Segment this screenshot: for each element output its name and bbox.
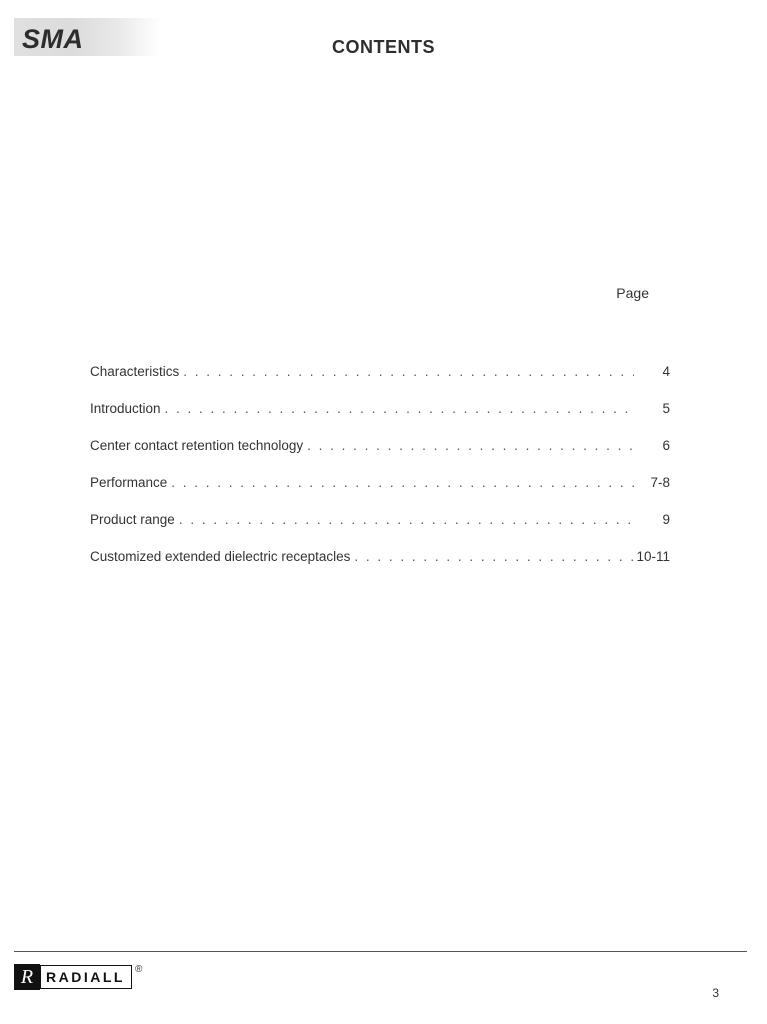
toc-entry-page: 9 [634,512,670,527]
document-page: SMA CONTENTS Page Characteristics 4 Intr… [0,0,767,1024]
page-number: 3 [712,986,719,1000]
page-column-header: Page [616,285,649,301]
toc-entry: Performance 7-8 [90,475,670,490]
brand-logo-icon: R [14,964,40,990]
toc-leader-dots [167,475,634,490]
toc-entry-page: 6 [634,438,670,453]
footer-brand: R RADIALL ® [14,964,142,990]
toc-entry: Customized extended dielectric receptacl… [90,549,670,564]
toc-entry-title: Performance [90,475,167,490]
toc-leader-dots [161,401,634,416]
toc-leader-dots [350,549,634,564]
toc-leader-dots [179,364,634,379]
toc-entry: Characteristics 4 [90,364,670,379]
toc-entry-page: 7-8 [634,475,670,490]
toc-entry-title: Introduction [90,401,161,416]
toc-entry-page: 5 [634,401,670,416]
brand-name-box: RADIALL [40,965,132,989]
toc-entry: Center contact retention technology 6 [90,438,670,453]
toc-entry-title: Product range [90,512,175,527]
toc-entry: Introduction 5 [90,401,670,416]
footer-divider [14,951,747,952]
toc-entry-page: 4 [634,364,670,379]
brand-logo-letter: R [21,967,33,987]
toc-leader-dots [175,512,634,527]
registered-trademark-icon: ® [135,964,142,975]
toc-entry-title: Customized extended dielectric receptacl… [90,549,350,564]
page-title: CONTENTS [0,37,767,58]
toc-leader-dots [303,438,634,453]
toc-entry-title: Center contact retention technology [90,438,303,453]
table-of-contents: Characteristics 4 Introduction 5 Center … [90,364,670,586]
toc-entry-title: Characteristics [90,364,179,379]
toc-entry-page: 10-11 [634,549,670,564]
toc-entry: Product range 9 [90,512,670,527]
brand-name: RADIALL [46,969,125,985]
